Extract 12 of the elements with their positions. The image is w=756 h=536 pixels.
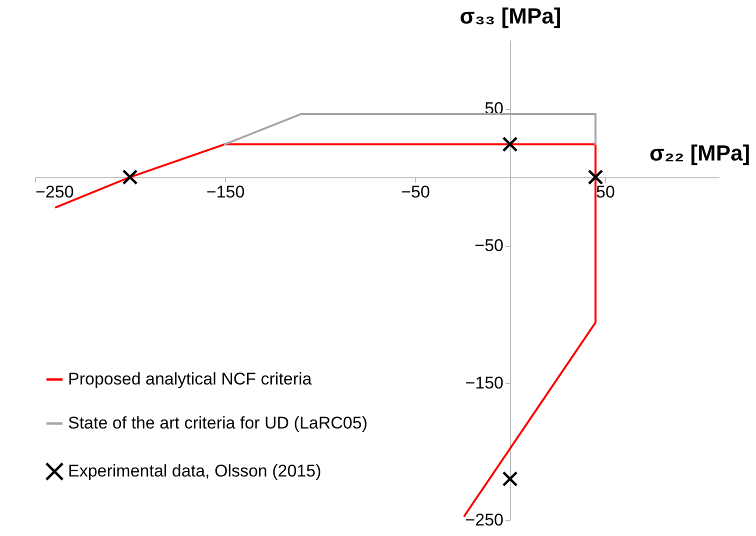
x-tick-label: −50 [401, 182, 430, 202]
x-tick-label: −250 [36, 182, 74, 202]
y-axis-title: σ₃₃ [MPa] [460, 4, 562, 28]
x-tick-label: 50 [596, 182, 615, 202]
x-axis-title: σ₂₂ [MPa] [650, 140, 750, 166]
y-tick-label: −50 [474, 236, 504, 256]
legend-label: Proposed analytical NCF criteria [68, 370, 312, 388]
legend-label: Experimental data, Olsson (2015) [68, 462, 322, 480]
x-tick-label: −150 [206, 182, 245, 202]
y-tick-label: −250 [465, 510, 504, 530]
y-tick-label: −150 [465, 373, 504, 392]
legend-label: State of the art criteria for UD (LaRC05) [68, 414, 368, 432]
